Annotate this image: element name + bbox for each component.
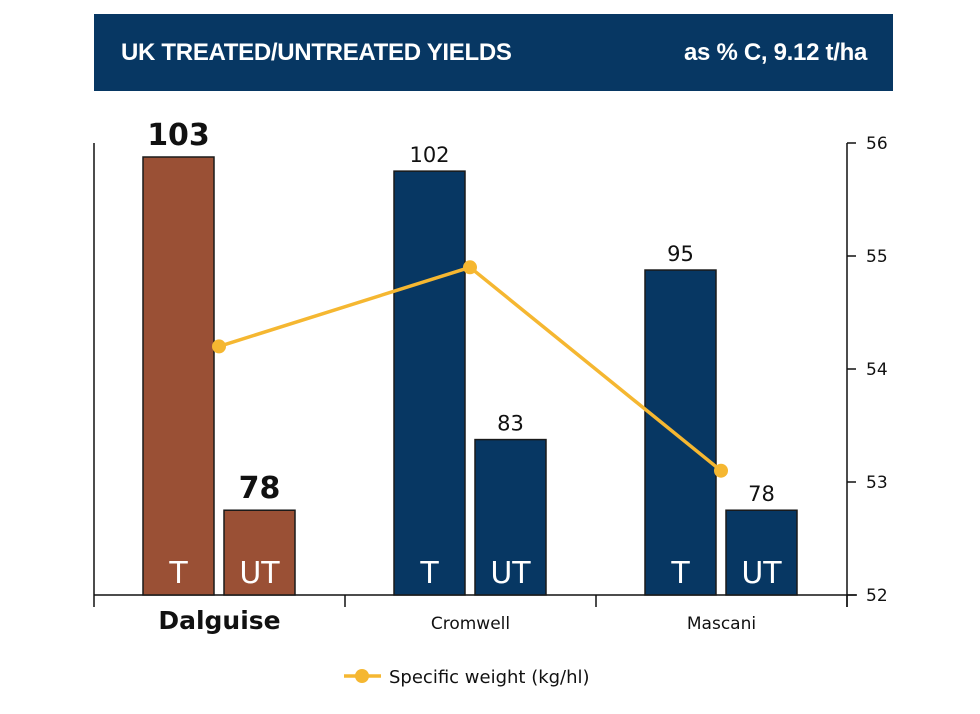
legend-label: Specific weight (kg/hl) [389,667,590,688]
category-label: Mascani [687,614,756,634]
bar-dalguise-ut [223,509,296,596]
specific-weight-point [463,260,477,275]
bar-type-label: T [168,556,188,591]
specific-weight-point [714,463,728,478]
right-axis-tick-label: 53 [866,473,888,493]
bar-type-label: T [419,556,439,591]
category-label: Cromwell [431,614,510,634]
right-axis-tick-label: 52 [866,586,888,606]
bar-value-label: 102 [409,143,449,167]
bar-type-label: T [670,556,690,591]
legend-marker-icon [355,669,369,683]
bar-type-label: UT [741,556,782,591]
bar-value-label: 95 [667,242,694,266]
bar-value-label: 78 [239,471,281,506]
right-axis-tick-label: 55 [866,247,888,267]
bar-value-label: 78 [748,482,775,506]
right-axis-tick-label: 54 [866,360,888,380]
bar-type-label: UT [239,556,280,591]
bar-cromwell-t [393,170,466,596]
bar-value-label: 103 [147,118,210,153]
bar-value-label: 83 [497,412,524,436]
bar-mascani-t [644,269,717,596]
category-label: Dalguise [158,606,280,635]
right-axis-tick-label: 56 [866,134,888,154]
specific-weight-point [212,339,226,354]
chart-header: UK TREATED/UNTREATED YIELDS as % C, 9.12… [94,14,893,91]
chart-title: UK TREATED/UNTREATED YIELDS [121,39,512,66]
chart-subtitle: as % C, 9.12 t/ha [684,39,867,66]
bar-dalguise-t [142,156,215,596]
bar-type-label: UT [490,556,531,591]
bar-cromwell-ut [474,438,547,596]
bar-mascani-ut [725,509,798,596]
